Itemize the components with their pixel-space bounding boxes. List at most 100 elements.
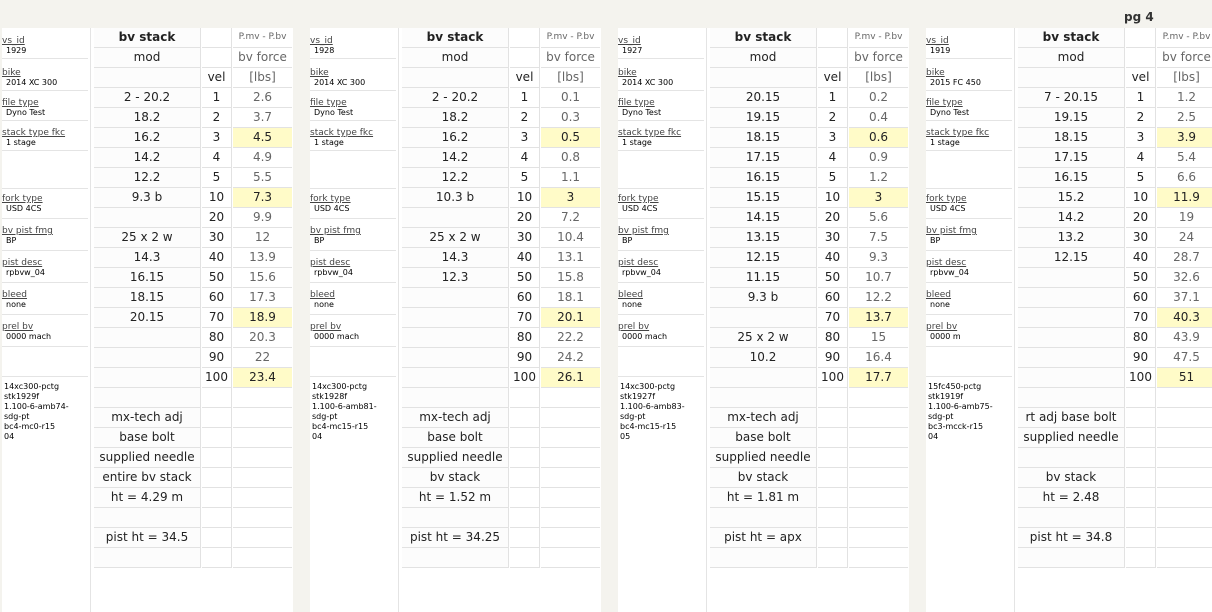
force-cell xyxy=(1157,428,1212,448)
meta-label[interactable]: pist desc xyxy=(926,258,967,268)
meta-field-stack-type: stack type fkc 1 stage xyxy=(618,128,702,148)
table-row: 25 x 2 w 80 15 xyxy=(710,328,908,348)
notes-row xyxy=(94,388,292,408)
vel-cell xyxy=(510,48,540,68)
header-row: bv stack P.mv - P.bv xyxy=(710,28,908,48)
meta-value: 2014 XC 300 xyxy=(6,78,58,87)
force-cell: 43.9 xyxy=(1157,328,1212,348)
meta-label[interactable]: bleed xyxy=(310,290,336,300)
stack-cell xyxy=(1018,508,1125,528)
meta-label[interactable]: prel bv xyxy=(926,322,958,332)
force-cell: 28.7 xyxy=(1157,248,1212,268)
notes-row: entire bv stack xyxy=(94,468,292,488)
meta-value: 0000 mach xyxy=(6,332,52,341)
force-cell: 15 xyxy=(849,328,908,348)
table-row: 100 17.7 xyxy=(710,368,908,388)
meta-label[interactable]: file type xyxy=(310,98,347,108)
meta-label[interactable]: file type xyxy=(618,98,655,108)
vel-cell: 70 xyxy=(818,308,848,328)
meta-value: none xyxy=(6,300,26,309)
meta-label[interactable]: bv pist fmg xyxy=(310,226,361,236)
meta-divider xyxy=(926,150,1012,151)
meta-field-file-type: file type Dyno Test xyxy=(618,98,702,118)
meta-label[interactable]: vs_id xyxy=(2,36,25,46)
meta-label[interactable]: vs_id xyxy=(618,36,641,46)
force-cell xyxy=(849,508,908,528)
meta-label[interactable]: fork type xyxy=(926,194,967,204)
meta-label[interactable]: bike xyxy=(2,68,21,78)
meta-field-fork-type: fork type USD 4CS xyxy=(310,194,394,214)
meta-label[interactable]: prel bv xyxy=(618,322,650,332)
meta-label[interactable]: stack type fkc xyxy=(618,128,682,138)
meta-label[interactable]: vs_id xyxy=(926,36,949,46)
force-cell xyxy=(233,548,292,568)
table-row: 14.2 4 0.8 xyxy=(402,148,600,168)
stack-cell xyxy=(402,208,509,228)
stack-cell: 25 x 2 w xyxy=(402,228,509,248)
stack-cell: 9.3 b xyxy=(94,188,201,208)
stack-cell: 15.2 xyxy=(1018,188,1125,208)
meta-divider xyxy=(926,218,1012,219)
table-row: 12.3 50 15.8 xyxy=(402,268,600,288)
meta-label[interactable]: bv pist fmg xyxy=(2,226,53,236)
table-row: 19.15 2 0.4 xyxy=(710,108,908,128)
meta-label[interactable]: fork type xyxy=(2,194,43,204)
meta-label[interactable]: stack type fkc xyxy=(926,128,990,138)
meta-label[interactable]: bleed xyxy=(926,290,952,300)
meta-label[interactable]: bike xyxy=(310,68,329,78)
stack-cell: 10.3 b xyxy=(402,188,509,208)
vel-cell: 2 xyxy=(202,108,232,128)
stack-cell: entire bv stack xyxy=(94,468,201,488)
meta-label[interactable]: bv pist fmg xyxy=(618,226,669,236)
force-cell: 17.7 xyxy=(849,368,908,388)
table-row: 14.15 20 5.6 xyxy=(710,208,908,228)
meta-label[interactable]: pist desc xyxy=(2,258,43,268)
stack-cell: mx-tech adj xyxy=(710,408,817,428)
stack-cell xyxy=(710,508,817,528)
meta-label[interactable]: bike xyxy=(618,68,637,78)
stack-cell xyxy=(94,208,201,228)
stack-cell: 17.15 xyxy=(1018,148,1125,168)
table-row: 18.15 3 0.6 xyxy=(710,128,908,148)
meta-label[interactable]: prel bv xyxy=(310,322,342,332)
stack-cell: 14.3 xyxy=(94,248,201,268)
vel-cell: 80 xyxy=(202,328,232,348)
stack-cell xyxy=(94,328,201,348)
meta-label[interactable]: vs_id xyxy=(310,36,333,46)
force-cell xyxy=(541,488,600,508)
meta-value: BP xyxy=(622,236,633,245)
notes-row xyxy=(402,508,600,528)
meta-label[interactable]: file type xyxy=(926,98,963,108)
meta-label[interactable]: pist desc xyxy=(618,258,659,268)
meta-label[interactable]: pist desc xyxy=(310,258,351,268)
meta-label[interactable]: bleed xyxy=(2,290,28,300)
meta-label[interactable]: file type xyxy=(2,98,39,108)
stack-cell: mod xyxy=(710,48,817,68)
vel-cell xyxy=(1126,528,1156,548)
meta-label[interactable]: bv pist fmg xyxy=(926,226,977,236)
meta-field-bleed: bleed none xyxy=(926,290,1010,310)
stack-cell: ht = 1.81 m xyxy=(710,488,817,508)
meta-label[interactable]: stack type fkc xyxy=(2,128,66,138)
meta-label[interactable]: bleed xyxy=(618,290,644,300)
meta-label[interactable]: bike xyxy=(926,68,945,78)
meta-label[interactable]: prel bv xyxy=(2,322,34,332)
vel-cell: 70 xyxy=(202,308,232,328)
meta-divider xyxy=(2,250,88,251)
stack-cell xyxy=(402,368,509,388)
table-row: 14.2 4 4.9 xyxy=(94,148,292,168)
column-divider xyxy=(398,28,399,612)
force-cell: 5.4 xyxy=(1157,148,1212,168)
force-cell: 7.5 xyxy=(849,228,908,248)
meta-field-fork-type: fork type USD 4CS xyxy=(926,194,1010,214)
meta-value: Dyno Test xyxy=(314,108,354,117)
force-cell xyxy=(541,548,600,568)
table-row: 60 37.1 xyxy=(1018,288,1212,308)
meta-label[interactable]: fork type xyxy=(618,194,659,204)
meta-divider xyxy=(310,150,396,151)
meta-value: Dyno Test xyxy=(930,108,970,117)
force-cell xyxy=(541,448,600,468)
meta-label[interactable]: stack type fkc xyxy=(310,128,374,138)
meta-divider xyxy=(926,90,1012,91)
meta-label[interactable]: fork type xyxy=(310,194,351,204)
